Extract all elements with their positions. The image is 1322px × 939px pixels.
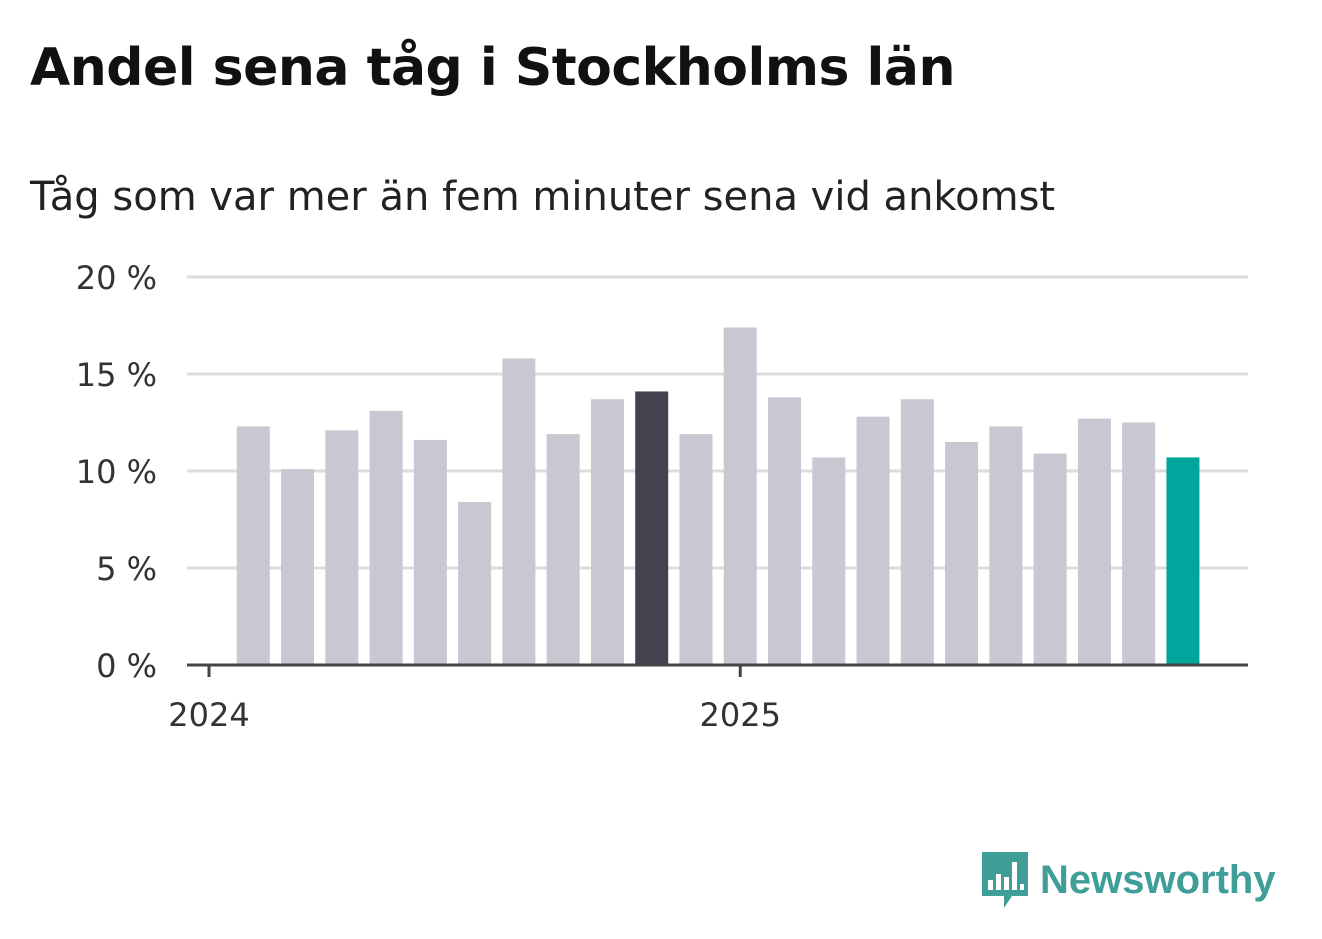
bar-2025-01: [723, 327, 757, 665]
bar-2025-09: [1077, 418, 1111, 665]
x-tick-label: 2024: [168, 696, 249, 734]
bar-2024-06: [413, 439, 447, 665]
y-tick-label: 0 %: [96, 647, 157, 685]
bar-2024-11: [635, 391, 669, 665]
bar-2025-06: [945, 441, 979, 665]
y-tick-label: 20 %: [76, 259, 157, 297]
logo-text: Newsworthy: [1040, 857, 1276, 902]
bar-2024-04: [325, 430, 359, 665]
bar-2024-07: [458, 502, 492, 665]
bar-2024-10: [590, 399, 624, 665]
x-tick-label: 2025: [700, 696, 781, 734]
bar-2025-10: [1122, 422, 1156, 665]
bar-2024-08: [502, 358, 536, 665]
bar-2025-05: [900, 399, 934, 665]
newsworthy-logo-icon: [982, 852, 1028, 908]
chart-subtitle: Tåg som var mer än fem minuter sena vid …: [30, 174, 1056, 220]
bar-2024-02: [236, 426, 270, 665]
bar-2024-12: [679, 434, 713, 665]
bar-2025-04: [856, 416, 890, 665]
bar-2024-03: [281, 469, 315, 665]
bar-2024-09: [546, 434, 580, 665]
y-tick-label: 15 %: [76, 356, 157, 394]
bar-2025-02: [768, 397, 802, 665]
bar-2025-11: [1166, 457, 1200, 665]
y-tick-label: 5 %: [96, 550, 157, 588]
y-tick-label: 10 %: [76, 453, 157, 491]
bar-2024-05: [369, 410, 403, 665]
newsworthy-logo: Newsworthy: [980, 850, 1276, 910]
chart-title: Andel sena tåg i Stockholms län: [30, 38, 956, 98]
bar-2025-08: [1033, 453, 1067, 665]
bar-2025-03: [812, 457, 846, 665]
bar-2025-07: [989, 426, 1023, 665]
